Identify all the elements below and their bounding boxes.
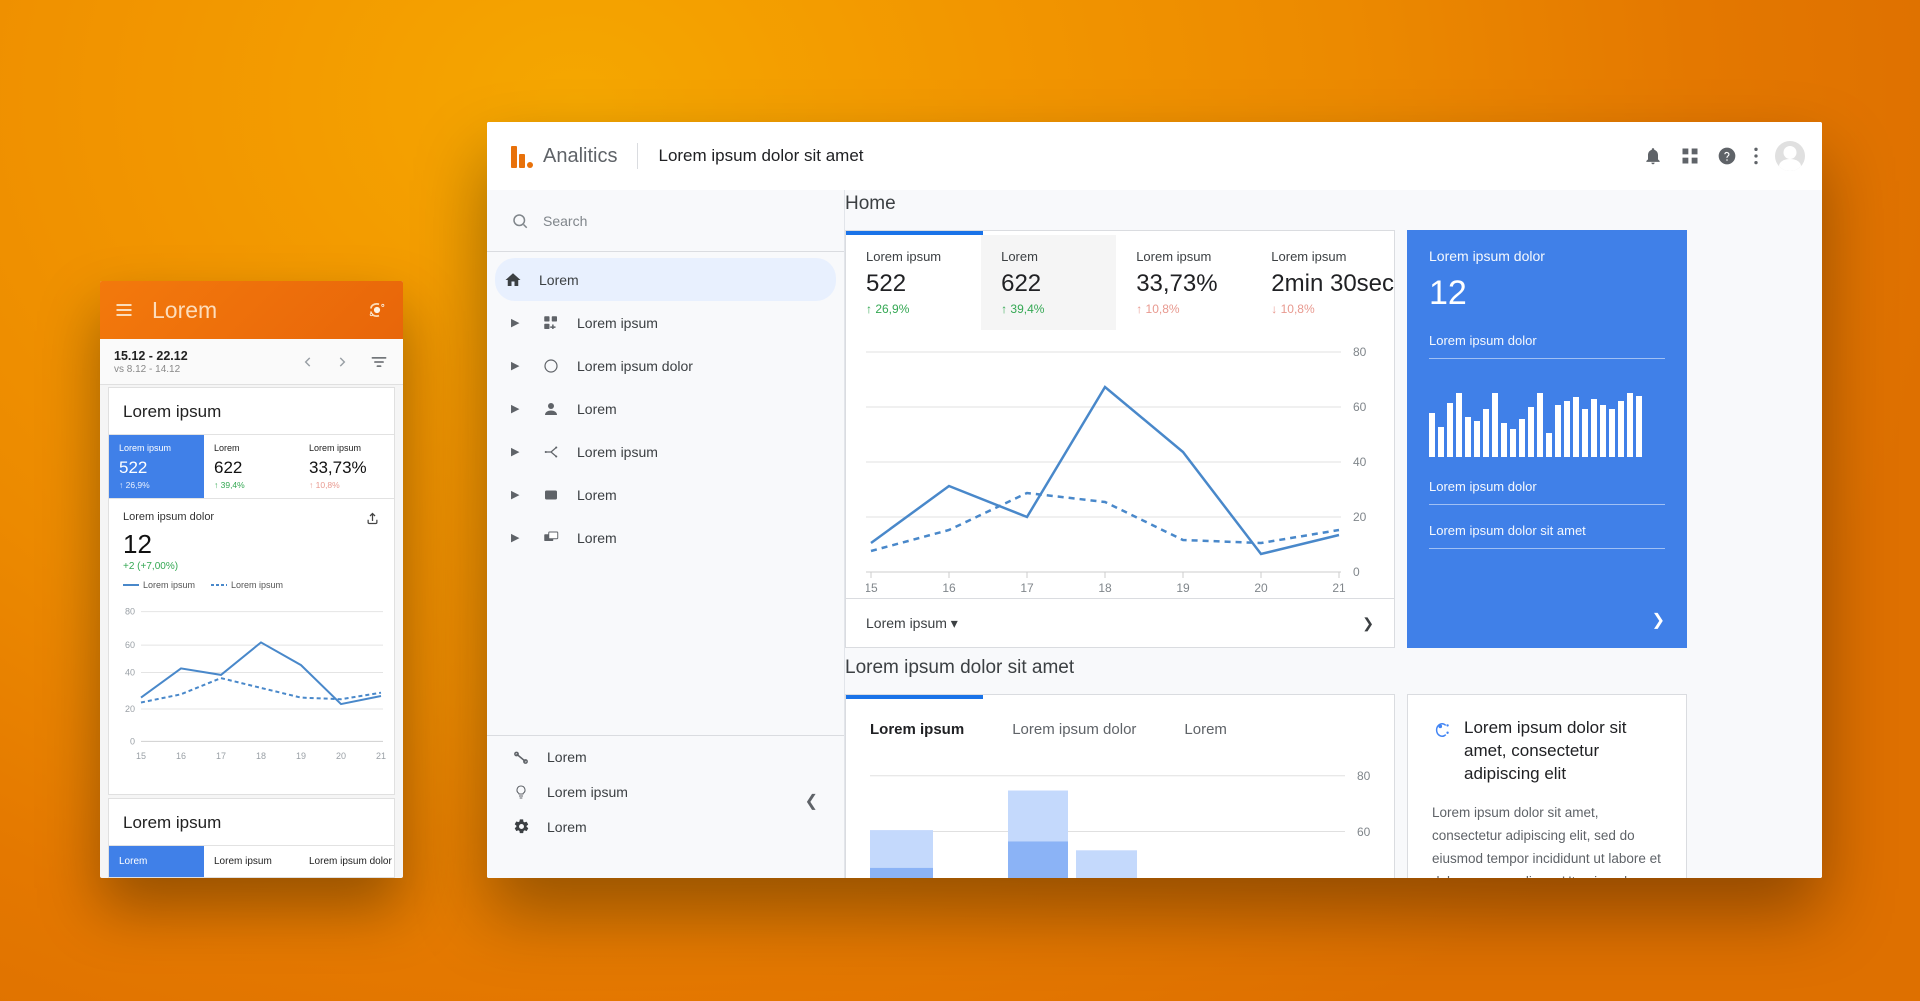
svg-text:20: 20 — [125, 704, 135, 714]
svg-text:80: 80 — [1357, 769, 1371, 783]
svg-text:60: 60 — [1357, 825, 1371, 839]
svg-text:80: 80 — [125, 607, 135, 617]
svg-text:40: 40 — [125, 668, 135, 678]
svg-text:18: 18 — [1098, 581, 1112, 595]
svg-text:17: 17 — [216, 751, 226, 761]
svg-text:80: 80 — [1353, 345, 1367, 359]
svg-text:19: 19 — [1176, 581, 1190, 595]
svg-text:20: 20 — [1353, 510, 1367, 524]
svg-text:0: 0 — [130, 736, 135, 746]
svg-text:19: 19 — [296, 751, 306, 761]
svg-text:60: 60 — [1353, 400, 1367, 414]
svg-text:20: 20 — [336, 751, 346, 761]
svg-text:16: 16 — [176, 751, 186, 761]
svg-text:17: 17 — [1020, 581, 1034, 595]
svg-text:16: 16 — [942, 581, 956, 595]
svg-text:18: 18 — [256, 751, 266, 761]
svg-text:40: 40 — [1353, 455, 1367, 469]
svg-text:21: 21 — [1332, 581, 1346, 595]
svg-text:21: 21 — [376, 751, 386, 761]
svg-text:0: 0 — [1353, 565, 1360, 579]
svg-text:20: 20 — [1254, 581, 1268, 595]
svg-text:15: 15 — [866, 581, 878, 595]
svg-text:15: 15 — [136, 751, 146, 761]
svg-text:60: 60 — [125, 640, 135, 650]
